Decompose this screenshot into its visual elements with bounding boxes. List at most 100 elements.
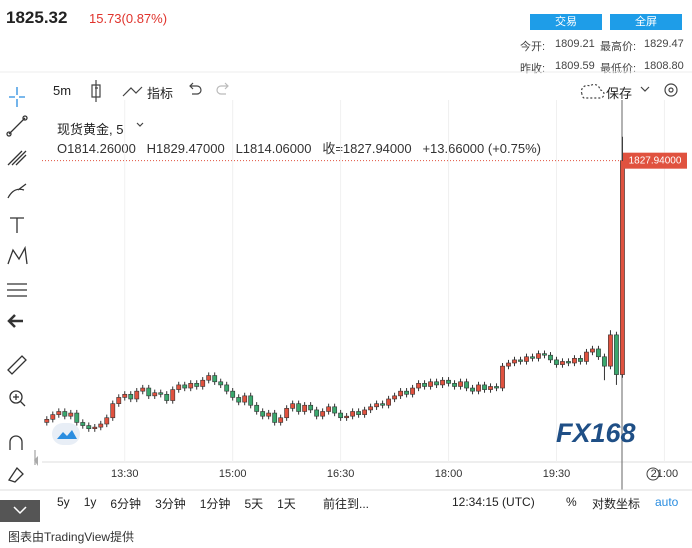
- indicators[interactable]: 指标: [147, 86, 174, 101]
- legend-high: H1829.47000: [146, 141, 225, 156]
- candle-body: [326, 406, 332, 412]
- candle-body: [608, 334, 613, 367]
- candle-body: [554, 359, 559, 365]
- legend-symbol: 现货黄金, 5: [57, 122, 124, 137]
- candle-body: [278, 417, 284, 423]
- x-tick-label: 13:30: [111, 468, 139, 480]
- drawing-tools[interactable]: [6, 87, 36, 483]
- candle-body: [368, 406, 373, 411]
- candle-body: [80, 422, 86, 426]
- candle-body: [320, 411, 326, 417]
- trade-button[interactable]: 交易: [530, 14, 602, 30]
- candle-body: [476, 384, 481, 392]
- range-button[interactable]: 5y: [57, 495, 70, 509]
- candle-body: [470, 387, 475, 392]
- candle-body: [332, 406, 338, 414]
- candle-body: [74, 412, 80, 423]
- candle-body: [272, 412, 278, 423]
- candle-body: [494, 386, 499, 389]
- goto[interactable]: 前往到...: [323, 497, 370, 511]
- quote-label: 今开:: [520, 41, 546, 53]
- last-price-tag: [623, 152, 687, 169]
- candle-body: [416, 383, 421, 389]
- candle-body: [104, 417, 110, 425]
- quote-value: 1809.21: [555, 38, 595, 50]
- percent-toggle[interactable]: %: [566, 495, 577, 509]
- x-tick-label: 21:00: [651, 468, 679, 480]
- candle-body: [146, 387, 152, 397]
- candle-body: [158, 392, 164, 395]
- candle-body: [206, 375, 212, 381]
- settings-icon[interactable]: [646, 467, 660, 481]
- legend-close: 收=1827.94000: [322, 141, 412, 156]
- candle-body: [344, 415, 350, 419]
- candle-body: [590, 348, 595, 353]
- price: 1825.32: [6, 8, 68, 27]
- price-change: 15.73(0.87%): [89, 11, 168, 26]
- auto-toggle[interactable]: auto: [655, 495, 679, 509]
- candle-body: [488, 386, 493, 390]
- candle-body: [110, 403, 116, 419]
- plot: 13:30 15:00 16:30 18:00 19:30 21:00 1827.94000: [42, 100, 687, 480]
- range-button[interactable]: 5天: [244, 497, 264, 511]
- candle-body: [572, 358, 577, 364]
- candle-body: [380, 403, 385, 406]
- candle-body: [260, 411, 266, 417]
- candle-body: [422, 383, 427, 387]
- quote-value: 1829.47: [644, 38, 684, 50]
- candle-body: [188, 383, 194, 389]
- candle-body: [464, 381, 469, 389]
- candle-body: [620, 160, 625, 375]
- candle-body: [296, 403, 302, 412]
- candle-body: [98, 423, 104, 428]
- candle-body: [404, 390, 409, 395]
- candle-body: [236, 397, 242, 403]
- log-toggle[interactable]: 对数坐标: [592, 497, 641, 511]
- candle-body: [614, 334, 619, 375]
- logo-badge: [52, 423, 80, 445]
- interval[interactable]: 5m: [53, 83, 72, 98]
- candle-body: [50, 414, 56, 420]
- x-tick-label: 15:00: [219, 468, 247, 480]
- candle-body: [374, 403, 379, 408]
- candle-body: [266, 412, 272, 417]
- x-tick-label: 16:30: [327, 468, 355, 480]
- candle-body: [122, 393, 128, 398]
- range-button[interactable]: 1天: [277, 497, 296, 511]
- candle-body: [524, 356, 529, 362]
- candle-body: [392, 395, 397, 400]
- candle-body: [350, 411, 356, 417]
- candle-body: [284, 408, 290, 419]
- candle-body: [578, 358, 583, 362]
- toolbar-icons[interactable]: [91, 80, 678, 127]
- quote-label: 最高价:: [600, 41, 637, 53]
- candle-body: [362, 409, 368, 415]
- candle-body: [338, 412, 344, 419]
- collapse-button[interactable]: [0, 500, 40, 522]
- candle-body: [440, 379, 445, 386]
- candle-body: [434, 381, 439, 386]
- quote-value: 1809.59: [555, 60, 595, 72]
- candle-body: [500, 365, 505, 389]
- scroll-arrow[interactable]: [34, 456, 38, 466]
- candle-body: [542, 353, 547, 356]
- save[interactable]: 保存: [606, 86, 633, 101]
- collapse-icon: [13, 506, 27, 515]
- candle-body: [398, 390, 403, 397]
- candle-body: [164, 393, 170, 401]
- candle-body: [386, 398, 391, 406]
- candle-body: [248, 395, 254, 406]
- candle-body: [218, 381, 224, 386]
- range-button[interactable]: 3分钟: [155, 497, 186, 511]
- range-button[interactable]: 6分钟: [110, 497, 142, 511]
- candle-body: [560, 361, 565, 365]
- range-button[interactable]: 1y: [83, 495, 97, 509]
- candle-body: [194, 383, 200, 387]
- range-button[interactable]: 1分钟: [199, 497, 231, 511]
- candle-body: [356, 411, 362, 415]
- candle-body: [566, 361, 571, 364]
- candle-body: [200, 379, 206, 387]
- fullscreen-button[interactable]: 全屏: [610, 14, 682, 30]
